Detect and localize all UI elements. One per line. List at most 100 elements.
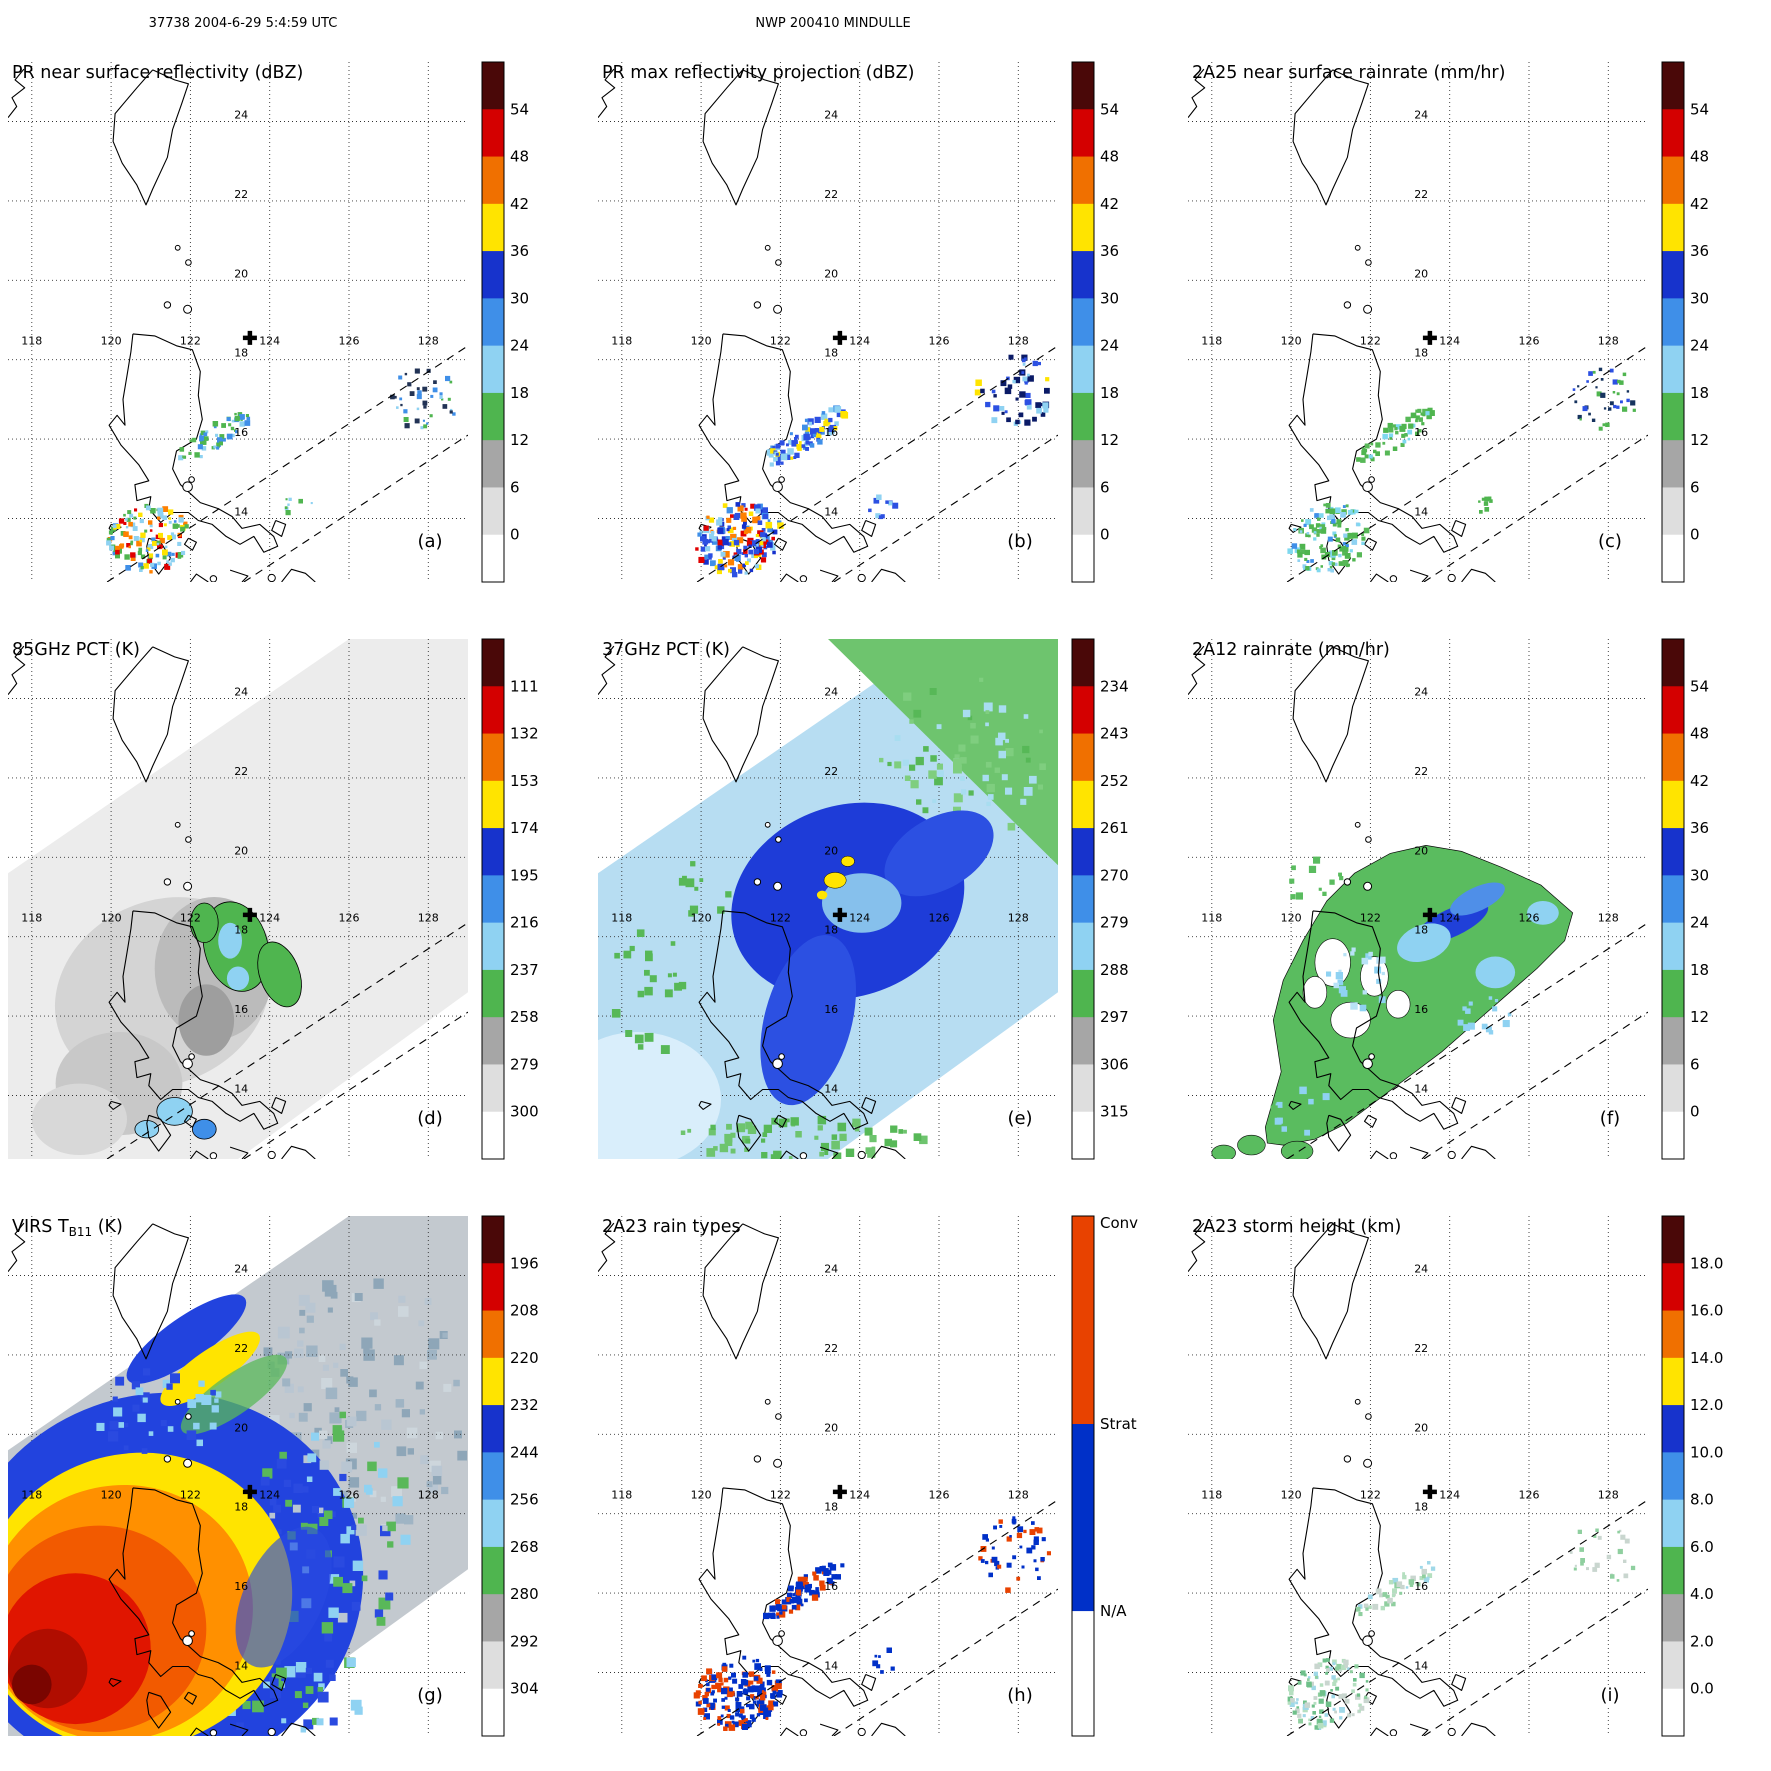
lon-tick-label: 124 (849, 1489, 870, 1502)
panel-title: PR near surface reflectivity (dBZ) (12, 63, 303, 83)
storm-center-cross-icon (832, 330, 847, 345)
lon-tick-label: 128 (1008, 912, 1029, 925)
panel-title: 2A12 rainrate (mm/hr) (1192, 640, 1390, 660)
grid-lines (1188, 1216, 1648, 1736)
panel-letter: (f) (1600, 1108, 1620, 1129)
panel-c: 118 120 122 124 126 128 14 16 18 20 22 24 (c) 2A25 … (1180, 40, 1770, 617)
colorbar-tick-label: 18 (1100, 384, 1119, 402)
map-area: 118 120 122 124 126 128 14 16 18 20 22 24 (1188, 1216, 1648, 1736)
lon-tick-label: 124 (1439, 912, 1460, 925)
lon-tick-label: 118 (1201, 335, 1222, 348)
data-speckles (816, 855, 855, 900)
colorbar-tick-label: 18 (1690, 384, 1709, 402)
storm-center-cross-icon (1422, 330, 1437, 345)
lat-tick-label: 16 (1414, 426, 1428, 439)
map-area: 118 120 122 124 126 128 14 16 18 20 22 24 (8, 1216, 468, 1736)
colorbar-tick-label: 0 (1690, 526, 1700, 544)
colorbar-tick-label: 48 (1690, 148, 1709, 166)
lat-tick-label: 24 (234, 109, 248, 122)
swath-edges (696, 345, 1058, 582)
colorbar-tick-label: 48 (510, 148, 529, 166)
colorbar-tick-label: 14.0 (1690, 1349, 1723, 1367)
lon-tick-label: 124 (259, 912, 280, 925)
lat-tick-label: 24 (234, 1263, 248, 1276)
lat-tick-label: 20 (824, 267, 838, 280)
colorbar-tick-label: 252 (1100, 772, 1129, 790)
colorbar-tick-label: 36 (510, 242, 529, 260)
swath-edge-line (1423, 1588, 1648, 1736)
lat-tick-label: 14 (234, 506, 248, 519)
lon-tick-label: 128 (1008, 1489, 1029, 1502)
colorbar-tick-label: 48 (1690, 725, 1709, 743)
lon-tick-label: 128 (418, 335, 439, 348)
map-area: 118 120 122 124 126 128 14 16 18 20 22 24 (8, 62, 468, 582)
colorbar: Conv Strat N/A (1071, 1214, 1138, 1737)
lat-tick-label: 14 (824, 1660, 838, 1673)
lon-tick-label: 128 (1598, 912, 1619, 925)
grid-labels: 118 120 122 124 126 128 14 16 18 20 22 24 (1201, 109, 1619, 519)
colorbar-tick-label: 24 (1100, 337, 1119, 355)
grid-labels: 118 120 122 124 126 128 14 16 18 20 22 24 (611, 109, 1029, 519)
storm-center-cross-icon (1422, 1484, 1437, 1499)
colorbar-tick-label: 36 (1690, 242, 1709, 260)
panel-title: 2A25 near surface rainrate (mm/hr) (1192, 63, 1505, 83)
lon-tick-label: 126 (1519, 1489, 1540, 1502)
panel-h: 118 120 122 124 126 128 14 16 18 20 22 24 (h) 2A23 … (590, 1194, 1180, 1771)
lon-tick-label: 118 (1201, 1489, 1222, 1502)
colorbar-tick-label: 42 (1690, 195, 1709, 213)
panel-d-figure: 118 120 122 124 126 128 14 16 18 20 22 24 (d) 85GHz… (8, 638, 539, 1160)
lat-tick-label: 24 (824, 1263, 838, 1276)
lat-tick-label: 24 (824, 109, 838, 122)
lat-tick-label: 20 (234, 844, 248, 857)
lat-tick-label: 16 (1414, 1003, 1428, 1016)
colorbar-tick-label: 279 (510, 1056, 539, 1074)
panel-h-figure: 118 120 122 124 126 128 14 16 18 20 22 24 (h) 2A23 … (598, 1214, 1138, 1737)
colorbar-tick-label: 12 (510, 431, 529, 449)
colorbar-segment-label: N/A (1100, 1602, 1127, 1620)
panel-e: 118 120 122 124 126 128 14 16 18 20 22 24 (e) 37GHz… (590, 617, 1180, 1194)
panel-g-figure: 118 120 122 124 126 128 14 16 18 20 22 24 (g) VIRS … (8, 1215, 539, 1737)
storm-center-cross-icon (832, 1484, 847, 1499)
colorbar-tick-label: 268 (510, 1538, 539, 1556)
lat-tick-label: 20 (824, 844, 838, 857)
colorbar-tick-label: 42 (1690, 772, 1709, 790)
lon-tick-label: 118 (21, 912, 42, 925)
lat-tick-label: 16 (234, 426, 248, 439)
lat-tick-label: 24 (234, 686, 248, 699)
lon-tick-label: 120 (691, 1489, 712, 1502)
colorbar-tick-label: 36 (1690, 819, 1709, 837)
colorbar-tick-label: 237 (510, 961, 539, 979)
colorbar-tick-label: 48 (1100, 148, 1119, 166)
lat-tick-label: 16 (1414, 1580, 1428, 1593)
lon-tick-label: 124 (849, 335, 870, 348)
panel-b: 118 120 122 124 126 128 14 16 18 20 22 24 (b) PR ma… (590, 40, 1180, 617)
data-overlay (1211, 845, 1574, 1159)
colorbar-tick-label: 270 (1100, 866, 1129, 884)
lat-tick-label: 18 (234, 924, 248, 937)
lon-tick-label: 128 (1598, 1489, 1619, 1502)
lon-tick-label: 128 (1008, 335, 1029, 348)
colorbar-tick-label: 304 (510, 1680, 539, 1698)
colorbar-tick-label: 2.0 (1690, 1633, 1714, 1651)
colorbar-tick-label: 6 (1100, 479, 1110, 497)
lat-tick-label: 24 (1414, 1263, 1428, 1276)
grid-labels: 118 120 122 124 126 128 14 16 18 20 22 24 (611, 686, 1029, 1096)
storm-center-cross-icon (242, 907, 257, 922)
panel-letter: (h) (1007, 1685, 1032, 1706)
colorbar: 54 48 42 36 30 24 18 12 6 0 (1661, 638, 1709, 1160)
colorbar-tick-label: 153 (510, 772, 539, 790)
swath-edge-line (1423, 1011, 1648, 1159)
lat-tick-label: 14 (234, 1660, 248, 1673)
colorbar-tick-label: 132 (510, 725, 539, 743)
colorbar-tick-label: 216 (510, 914, 539, 932)
panel-title: PR max reflectivity projection (dBZ) (602, 63, 914, 83)
swath-edge-line (833, 1588, 1058, 1736)
panel-i-figure: 118 120 122 124 126 128 14 16 18 20 22 24 (i) 2A23 … (1188, 1215, 1723, 1737)
colorbar-tick-label: 12 (1100, 431, 1119, 449)
colorbar-tick-label: 42 (510, 195, 529, 213)
colorbar-tick-label: 315 (1100, 1103, 1129, 1121)
lat-tick-label: 16 (234, 1580, 248, 1593)
colorbar-tick-label: 0.0 (1690, 1680, 1714, 1698)
